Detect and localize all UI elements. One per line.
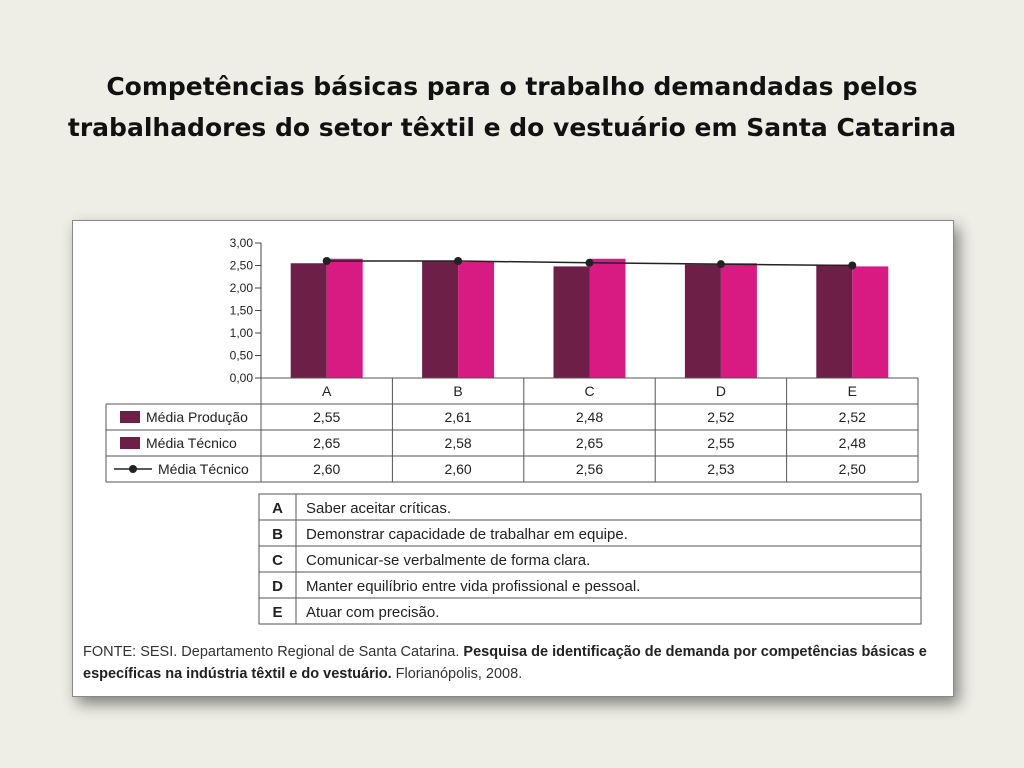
- data-label: 2,60: [444, 461, 471, 477]
- code-description-b: Demonstrar capacidade de trabalhar em eq…: [306, 526, 628, 543]
- y-tick-label: 1,00: [230, 326, 254, 340]
- data-label: 2,55: [313, 409, 340, 425]
- line-point-e: [848, 261, 857, 270]
- code-row-box: [258, 597, 922, 625]
- bar-producao-e: [816, 264, 853, 378]
- bar-tecnico-b: [458, 261, 495, 378]
- source-citation: FONTE: SESI. Departamento Regional de Sa…: [83, 641, 943, 685]
- category-label-a: A: [322, 383, 332, 399]
- data-label: 2,58: [444, 435, 471, 451]
- legend-line-marker: [129, 465, 137, 473]
- data-label: 2,56: [576, 461, 603, 477]
- data-label: 2,61: [444, 409, 471, 425]
- source-suffix: Florianópolis, 2008.: [391, 666, 523, 682]
- category-label-e: E: [848, 383, 857, 399]
- y-tick-label: 0,00: [230, 371, 254, 385]
- code-letter-c: C: [272, 552, 283, 569]
- category-label-c: C: [584, 383, 594, 399]
- bar-producao-d: [684, 264, 721, 378]
- data-label: 2,65: [576, 435, 603, 451]
- slide-title: Competências básicas para o trabalho dem…: [40, 66, 984, 148]
- line-point-a: [322, 257, 331, 265]
- legend-swatch: [120, 437, 140, 449]
- code-description-a: Saber aceitar críticas.: [306, 500, 451, 517]
- code-letter-d: D: [272, 578, 283, 595]
- data-label: 2,65: [313, 435, 340, 451]
- code-letter-a: A: [272, 500, 283, 517]
- code-letter-b: B: [272, 526, 283, 543]
- source-title: Pesquisa de identificação de demanda por…: [83, 644, 927, 682]
- category-label-b: B: [453, 383, 462, 399]
- figure-panel: 3,00 2,50 2,00 1,50 1,00 0,50 0,00 A B C D E Média P…: [72, 220, 954, 697]
- series-name: Média Produção: [146, 409, 248, 425]
- code-description-d: Manter equilíbrio entre vida profissiona…: [306, 578, 640, 595]
- data-label: 2,50: [839, 461, 866, 477]
- slide-title-line-1: Competências básicas para o trabalho dem…: [106, 72, 918, 101]
- bar-producao-a: [290, 263, 327, 378]
- line-point-c: [585, 258, 594, 267]
- data-label: 2,52: [839, 409, 866, 425]
- line-point-b: [454, 257, 463, 265]
- source-prefix: FONTE: SESI. Departamento Regional de Sa…: [83, 644, 464, 660]
- bar-tecnico-a: [326, 258, 363, 378]
- data-label: 2,55: [707, 435, 734, 451]
- line-point-d: [716, 260, 725, 269]
- data-label: 2,53: [707, 461, 734, 477]
- bar-producao-c: [553, 266, 590, 378]
- bar-producao-b: [422, 260, 459, 378]
- bar-tecnico-d: [720, 263, 757, 378]
- y-tick-label: 0,50: [230, 349, 254, 363]
- data-label: 2,60: [313, 461, 340, 477]
- data-label: 2,52: [707, 409, 734, 425]
- bar-tecnico-e: [852, 266, 889, 378]
- data-label: 2,48: [839, 435, 866, 451]
- y-tick-label: 2,00: [230, 281, 254, 295]
- y-tick-label: 1,50: [230, 304, 254, 318]
- y-tick-label: 2,50: [230, 259, 254, 273]
- series-name: Média Técnico: [158, 461, 249, 477]
- code-description-e: Atuar com precisão.: [306, 604, 439, 621]
- bar-tecnico-c: [589, 258, 626, 378]
- code-description-c: Comunicar-se verbalmente de forma clara.: [306, 552, 590, 569]
- code-letter-e: E: [272, 604, 282, 621]
- data-label: 2,48: [576, 409, 603, 425]
- category-label-d: D: [716, 383, 726, 399]
- y-tick-label: 3,00: [230, 236, 254, 250]
- slide-title-line-2: trabalhadores do setor têxtil e do vestu…: [67, 113, 957, 142]
- legend-swatch: [120, 411, 140, 423]
- series-name: Média Técnico: [146, 435, 237, 451]
